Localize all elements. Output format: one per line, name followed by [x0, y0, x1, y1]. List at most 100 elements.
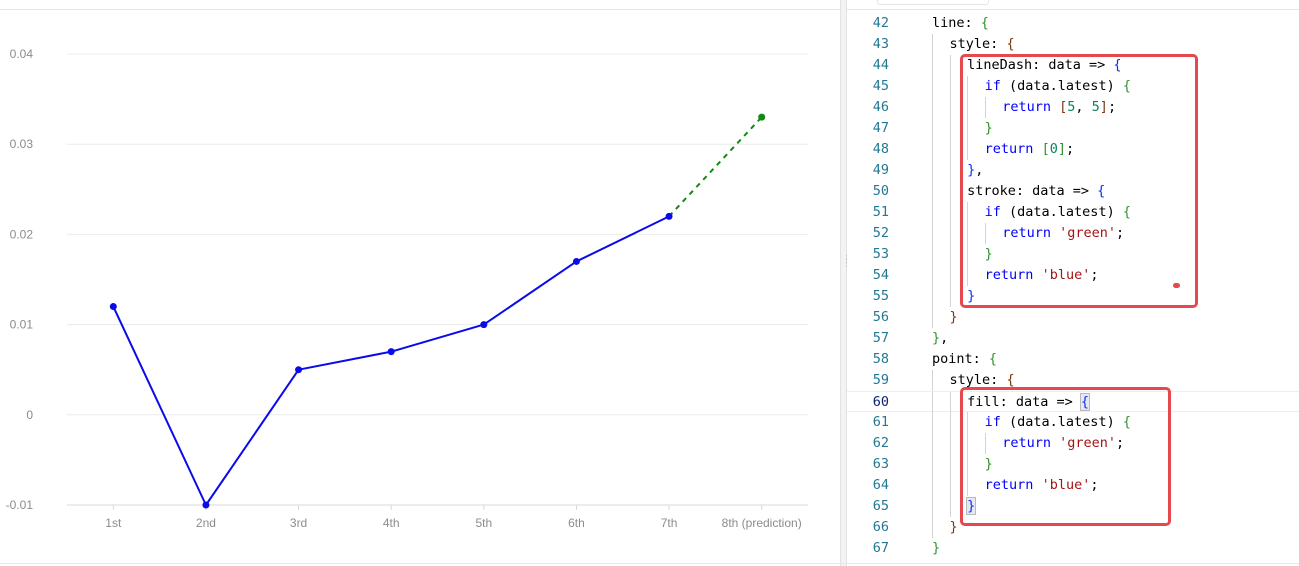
- x-tick-label: 4th: [383, 516, 400, 530]
- pane-splitter[interactable]: ⋮⋮: [840, 0, 852, 566]
- y-tick-label: 0.01: [10, 318, 34, 332]
- indent-guide: [932, 244, 933, 265]
- code-token: style:: [949, 36, 1007, 52]
- code-line[interactable]: 50 stroke: data => {: [847, 181, 1299, 202]
- code-token: ]: [1099, 99, 1108, 115]
- x-tick-label: 8th (prediction): [722, 516, 802, 530]
- code-line[interactable]: 57},: [847, 328, 1299, 349]
- code-line[interactable]: 45 if (data.latest) {: [847, 76, 1299, 97]
- code-token: ,: [940, 330, 949, 346]
- indent-guide: [932, 433, 933, 454]
- code-editor[interactable]: 42 line: { 43 style: {44 lineDash: data => {…: [847, 0, 1299, 566]
- line-number: 55: [872, 288, 889, 304]
- line-chart: -0.01 0 0.01 0.02 0.03 0.04 1st 2nd 3rd 4th 5th 6th…: [6, 47, 808, 530]
- code-token: fill: data =>: [967, 394, 1081, 410]
- code-token: return: [1002, 435, 1051, 451]
- code-line[interactable]: 56}: [847, 307, 1299, 328]
- code-token: ,: [975, 162, 984, 178]
- code-text: return 'blue';: [985, 475, 1099, 496]
- code-token: {: [1122, 204, 1131, 220]
- code-text: if (data.latest) {: [985, 76, 1131, 97]
- series-segment: [390, 323, 485, 353]
- code-line[interactable]: 48 return [0];: [847, 139, 1299, 160]
- indent-guide: [949, 412, 951, 433]
- code-line[interactable]: 62 return 'green';: [847, 433, 1299, 454]
- indent-guide: [949, 496, 951, 517]
- code-text: stroke: data => {: [967, 181, 1105, 202]
- code-line[interactable]: 59 style: {: [847, 370, 1299, 391]
- code-token: if: [984, 78, 1001, 94]
- code-line[interactable]: 47}: [847, 118, 1299, 139]
- indent-guide: [967, 412, 969, 433]
- code-line[interactable]: 52 return 'green';: [847, 223, 1299, 244]
- code-text: }: [966, 496, 977, 517]
- code-line[interactable]: 53}: [847, 244, 1299, 265]
- line-number: 42: [872, 15, 889, 31]
- code-text: return [5, 5];: [1002, 97, 1116, 118]
- code-line[interactable]: 46 return [5, 5];: [847, 97, 1299, 118]
- code-line[interactable]: 54 return 'blue';: [847, 265, 1299, 286]
- code-text: return [0];: [985, 139, 1074, 160]
- code-line[interactable]: 42 line: {: [847, 13, 1299, 34]
- indent-guide: [967, 244, 969, 265]
- line-number: 64: [872, 477, 889, 493]
- line-number: 47: [872, 120, 889, 136]
- code-token: }: [984, 120, 993, 136]
- indent-guide: [949, 265, 951, 286]
- code-token: style:: [949, 372, 1007, 388]
- code-line[interactable]: 58 point: {: [847, 349, 1299, 370]
- code-line[interactable]: 49},: [847, 160, 1299, 181]
- code-text: if (data.latest) {: [985, 412, 1131, 433]
- code-token: 'green': [1059, 225, 1117, 241]
- code-text: return 'green';: [1002, 433, 1124, 454]
- code-token: ,: [1075, 99, 1092, 115]
- code-token: {: [1122, 78, 1131, 94]
- line-number: 45: [872, 78, 889, 94]
- line-number: 49: [872, 162, 889, 178]
- code-text: fill: data => {: [967, 392, 1091, 413]
- code-line[interactable]: 65}: [847, 496, 1299, 517]
- line-number: 48: [872, 141, 889, 157]
- indent-guide: [967, 97, 969, 118]
- indent-guide: [949, 76, 951, 97]
- code-line[interactable]: 51 if (data.latest) {: [847, 202, 1299, 223]
- x-tick-label: 7th: [661, 516, 678, 530]
- indent-guide: [932, 454, 933, 475]
- data-point: [665, 212, 673, 220]
- code-token: }: [967, 288, 976, 304]
- indent-guide: [932, 76, 933, 97]
- code-token: ]: [1057, 141, 1066, 157]
- code-text: }: [967, 286, 975, 307]
- code-line[interactable]: 64 return 'blue';: [847, 475, 1299, 496]
- code-line[interactable]: 61 if (data.latest) {: [847, 412, 1299, 433]
- code-text: }: [985, 244, 993, 265]
- code-line[interactable]: 44 lineDash: data => {: [847, 55, 1299, 76]
- code-line[interactable]: 67}: [847, 538, 1299, 559]
- code-token: {: [988, 351, 998, 367]
- line-number: 61: [872, 414, 889, 430]
- indent-guide: [932, 223, 933, 244]
- code-line[interactable]: 66}: [847, 517, 1299, 538]
- series-segment: [205, 369, 300, 506]
- data-point-prediction: [758, 113, 766, 121]
- x-tick-label: 5th: [475, 516, 492, 530]
- code-line[interactable]: 63}: [847, 454, 1299, 475]
- indent-guide: [949, 181, 951, 202]
- code-text: line: {: [932, 13, 989, 34]
- code-line[interactable]: 43 style: {: [847, 34, 1299, 55]
- code-line[interactable]: 55}: [847, 286, 1299, 307]
- line-number: 62: [872, 435, 889, 451]
- code-text: }: [985, 118, 993, 139]
- indent-guide: [932, 181, 933, 202]
- line-number: 46: [872, 99, 889, 115]
- code-token: }: [966, 497, 977, 515]
- indent-guide: [967, 139, 969, 160]
- line-number: 43: [872, 36, 889, 52]
- indent-guide: [949, 392, 951, 413]
- indent-guide: [984, 223, 986, 244]
- code-token: return: [984, 267, 1034, 283]
- indent-guide: [949, 97, 951, 118]
- data-point: [202, 501, 210, 509]
- line-number: 60: [872, 394, 889, 410]
- editor-tab-edge: [877, 0, 989, 5]
